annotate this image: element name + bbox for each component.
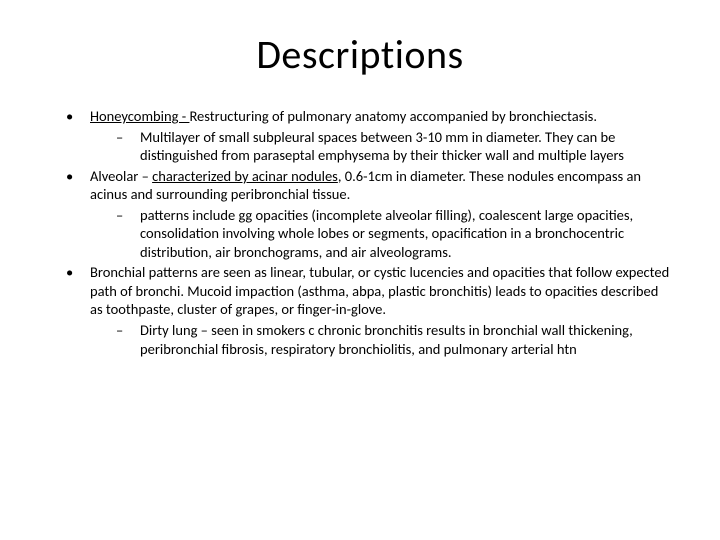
text-span: Alveolar – (90, 167, 152, 185)
sub-bullet-item: – Dirty lung – seen in smokers c chronic… (60, 321, 670, 358)
bullet-item: • Honeycombing - Restructuring of pulmon… (60, 107, 670, 126)
bullet-text: Honeycombing - Restructuring of pulmonar… (90, 107, 670, 126)
dash-marker: – (116, 128, 140, 165)
bullet-marker: • (60, 167, 90, 204)
slide-container: Descriptions • Honeycombing - Restructur… (0, 0, 720, 540)
text-span: Restructuring of pulmonary anatomy accom… (189, 107, 597, 125)
slide-title: Descriptions (40, 30, 680, 79)
sub-bullet-text: Multilayer of small subpleural spaces be… (140, 128, 670, 165)
underline-span: Honeycombing - (90, 107, 189, 125)
bullet-item: • Bronchial patterns are seen as linear,… (60, 263, 670, 319)
bullet-marker: • (60, 107, 90, 126)
underline-span: characterized by acinar nodules (152, 167, 338, 185)
sub-bullet-text: patterns include gg opacities (incomplet… (140, 206, 670, 262)
bullet-item: • Alveolar – characterized by acinar nod… (60, 167, 670, 204)
sub-bullet-text: Dirty lung – seen in smokers c chronic b… (140, 321, 670, 358)
slide-body: • Honeycombing - Restructuring of pulmon… (40, 107, 680, 358)
sub-bullet-item: – Multilayer of small subpleural spaces … (60, 128, 670, 165)
dash-marker: – (116, 206, 140, 262)
bullet-text: Bronchial patterns are seen as linear, t… (90, 263, 670, 319)
sub-bullet-item: – patterns include gg opacities (incompl… (60, 206, 670, 262)
bullet-text: Alveolar – characterized by acinar nodul… (90, 167, 670, 204)
bullet-marker: • (60, 263, 90, 319)
dash-marker: – (116, 321, 140, 358)
